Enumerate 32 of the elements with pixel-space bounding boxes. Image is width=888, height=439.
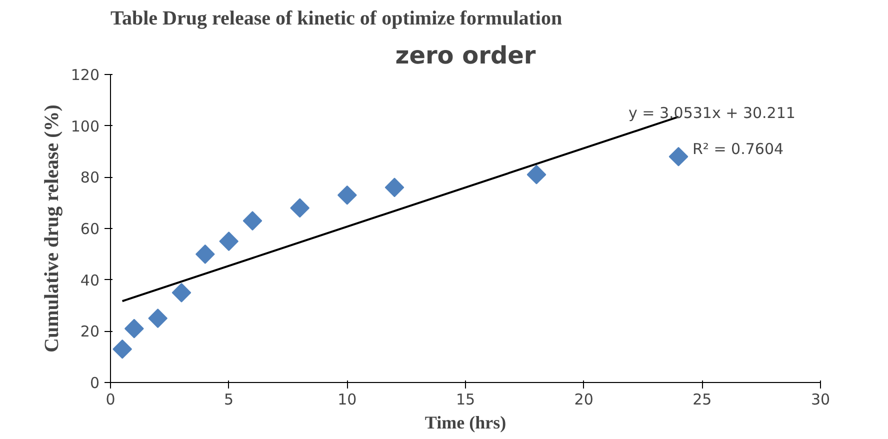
point: [290, 198, 310, 218]
y-tick-label: 60: [80, 220, 100, 238]
y-tick-label: 120: [70, 66, 100, 84]
y-tick-label: 40: [80, 271, 100, 290]
x-tick-label: 30: [810, 390, 830, 408]
y-tick-label: 100: [70, 117, 100, 136]
chart-title: zero order: [395, 42, 536, 70]
x-axis-title: Time (hrs): [424, 412, 506, 432]
x-tick-label: 0: [106, 390, 116, 408]
point: [172, 282, 192, 302]
point: [337, 185, 357, 205]
x-tick-label: 5: [224, 390, 234, 408]
y-axis-title: Cumulative drug release (%): [40, 104, 63, 352]
x-tick-label: 10: [338, 390, 357, 408]
point: [195, 244, 215, 264]
annotation: y = 3.0531x + 30.211: [628, 104, 796, 122]
point: [112, 339, 132, 359]
point: [668, 146, 688, 166]
point: [148, 308, 168, 328]
x-tick-label: 25: [692, 390, 712, 408]
text: Table Drug release of kinetic of optimize formulation: [110, 8, 562, 30]
point: [384, 178, 404, 198]
y-tick-label: 0: [90, 374, 100, 392]
y-tick-label: 20: [80, 322, 100, 341]
point: [124, 318, 144, 338]
x-tick-label: 20: [574, 390, 594, 408]
x-tick-label: 15: [456, 390, 476, 408]
y-tick-label: 80: [80, 168, 100, 187]
point: [219, 232, 239, 252]
point: [242, 211, 262, 230]
annotation: R² = 0.7604: [692, 140, 784, 158]
point: [526, 164, 546, 184]
